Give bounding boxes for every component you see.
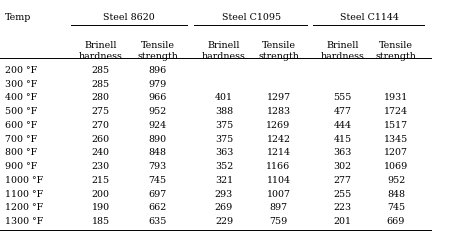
Text: 302: 302 (333, 162, 352, 171)
Text: 401: 401 (215, 93, 233, 102)
Text: 1297: 1297 (266, 93, 291, 102)
Text: 230: 230 (91, 162, 110, 171)
Text: 1724: 1724 (384, 107, 408, 116)
Text: 600 °F: 600 °F (5, 121, 37, 130)
Text: 269: 269 (215, 203, 233, 212)
Text: 444: 444 (334, 121, 351, 130)
Text: 890: 890 (148, 134, 167, 144)
Text: 669: 669 (387, 217, 405, 226)
Text: Temp: Temp (5, 13, 31, 22)
Text: 1283: 1283 (266, 107, 291, 116)
Text: 375: 375 (215, 121, 233, 130)
Text: Tensile
strength: Tensile strength (258, 41, 299, 61)
Text: 293: 293 (215, 190, 233, 199)
Text: 300 °F: 300 °F (5, 79, 37, 89)
Text: 897: 897 (269, 203, 288, 212)
Text: 201: 201 (334, 217, 351, 226)
Text: 745: 745 (148, 176, 167, 185)
Text: 952: 952 (387, 176, 405, 185)
Text: 280: 280 (92, 93, 109, 102)
Text: Tensile
strength: Tensile strength (137, 41, 178, 61)
Text: Brinell
hardness: Brinell hardness (320, 41, 365, 61)
Text: 223: 223 (333, 203, 352, 212)
Text: 555: 555 (333, 93, 352, 102)
Text: 1100 °F: 1100 °F (5, 190, 43, 199)
Text: Steel C1144: Steel C1144 (340, 13, 399, 22)
Text: Brinell
hardness: Brinell hardness (79, 41, 123, 61)
Text: 924: 924 (148, 121, 167, 130)
Text: 321: 321 (215, 176, 233, 185)
Text: 388: 388 (215, 107, 233, 116)
Text: 400 °F: 400 °F (5, 93, 37, 102)
Text: 1166: 1166 (266, 162, 291, 171)
Text: 635: 635 (148, 217, 167, 226)
Text: 1242: 1242 (266, 134, 291, 144)
Text: 793: 793 (148, 162, 167, 171)
Text: 952: 952 (148, 107, 167, 116)
Text: 1214: 1214 (266, 148, 291, 157)
Text: 1207: 1207 (384, 148, 408, 157)
Text: 215: 215 (91, 176, 110, 185)
Text: 745: 745 (387, 203, 405, 212)
Text: 662: 662 (148, 203, 167, 212)
Text: 240: 240 (92, 148, 109, 157)
Text: 848: 848 (149, 148, 166, 157)
Text: 1200 °F: 1200 °F (5, 203, 43, 212)
Text: 1007: 1007 (266, 190, 291, 199)
Text: 1345: 1345 (384, 134, 408, 144)
Text: 1517: 1517 (384, 121, 408, 130)
Text: 979: 979 (148, 79, 167, 89)
Text: Steel C1095: Steel C1095 (222, 13, 281, 22)
Text: 896: 896 (148, 66, 167, 75)
Text: 285: 285 (91, 66, 110, 75)
Text: 270: 270 (92, 121, 109, 130)
Text: 700 °F: 700 °F (5, 134, 37, 144)
Text: 352: 352 (215, 162, 233, 171)
Text: 848: 848 (387, 190, 405, 199)
Text: 900 °F: 900 °F (5, 162, 37, 171)
Text: 260: 260 (91, 134, 110, 144)
Text: 229: 229 (215, 217, 233, 226)
Text: 275: 275 (91, 107, 110, 116)
Text: 200 °F: 200 °F (5, 66, 37, 75)
Text: 500 °F: 500 °F (5, 107, 37, 116)
Text: 255: 255 (333, 190, 352, 199)
Text: 697: 697 (148, 190, 167, 199)
Text: Tensile
strength: Tensile strength (375, 41, 417, 61)
Text: 375: 375 (215, 134, 233, 144)
Text: 200: 200 (92, 190, 109, 199)
Text: 190: 190 (91, 203, 110, 212)
Text: Steel 8620: Steel 8620 (103, 13, 155, 22)
Text: 277: 277 (334, 176, 351, 185)
Text: Brinell
hardness: Brinell hardness (202, 41, 246, 61)
Text: 415: 415 (333, 134, 352, 144)
Text: 1000 °F: 1000 °F (5, 176, 43, 185)
Text: 800 °F: 800 °F (5, 148, 37, 157)
Text: 1104: 1104 (266, 176, 291, 185)
Text: 477: 477 (334, 107, 351, 116)
Text: 185: 185 (91, 217, 110, 226)
Text: 1269: 1269 (266, 121, 291, 130)
Text: 1069: 1069 (384, 162, 408, 171)
Text: 1931: 1931 (384, 93, 408, 102)
Text: 363: 363 (333, 148, 352, 157)
Text: 363: 363 (215, 148, 233, 157)
Text: 759: 759 (269, 217, 288, 226)
Text: 1300 °F: 1300 °F (5, 217, 43, 226)
Text: 966: 966 (148, 93, 167, 102)
Text: 285: 285 (91, 79, 110, 89)
